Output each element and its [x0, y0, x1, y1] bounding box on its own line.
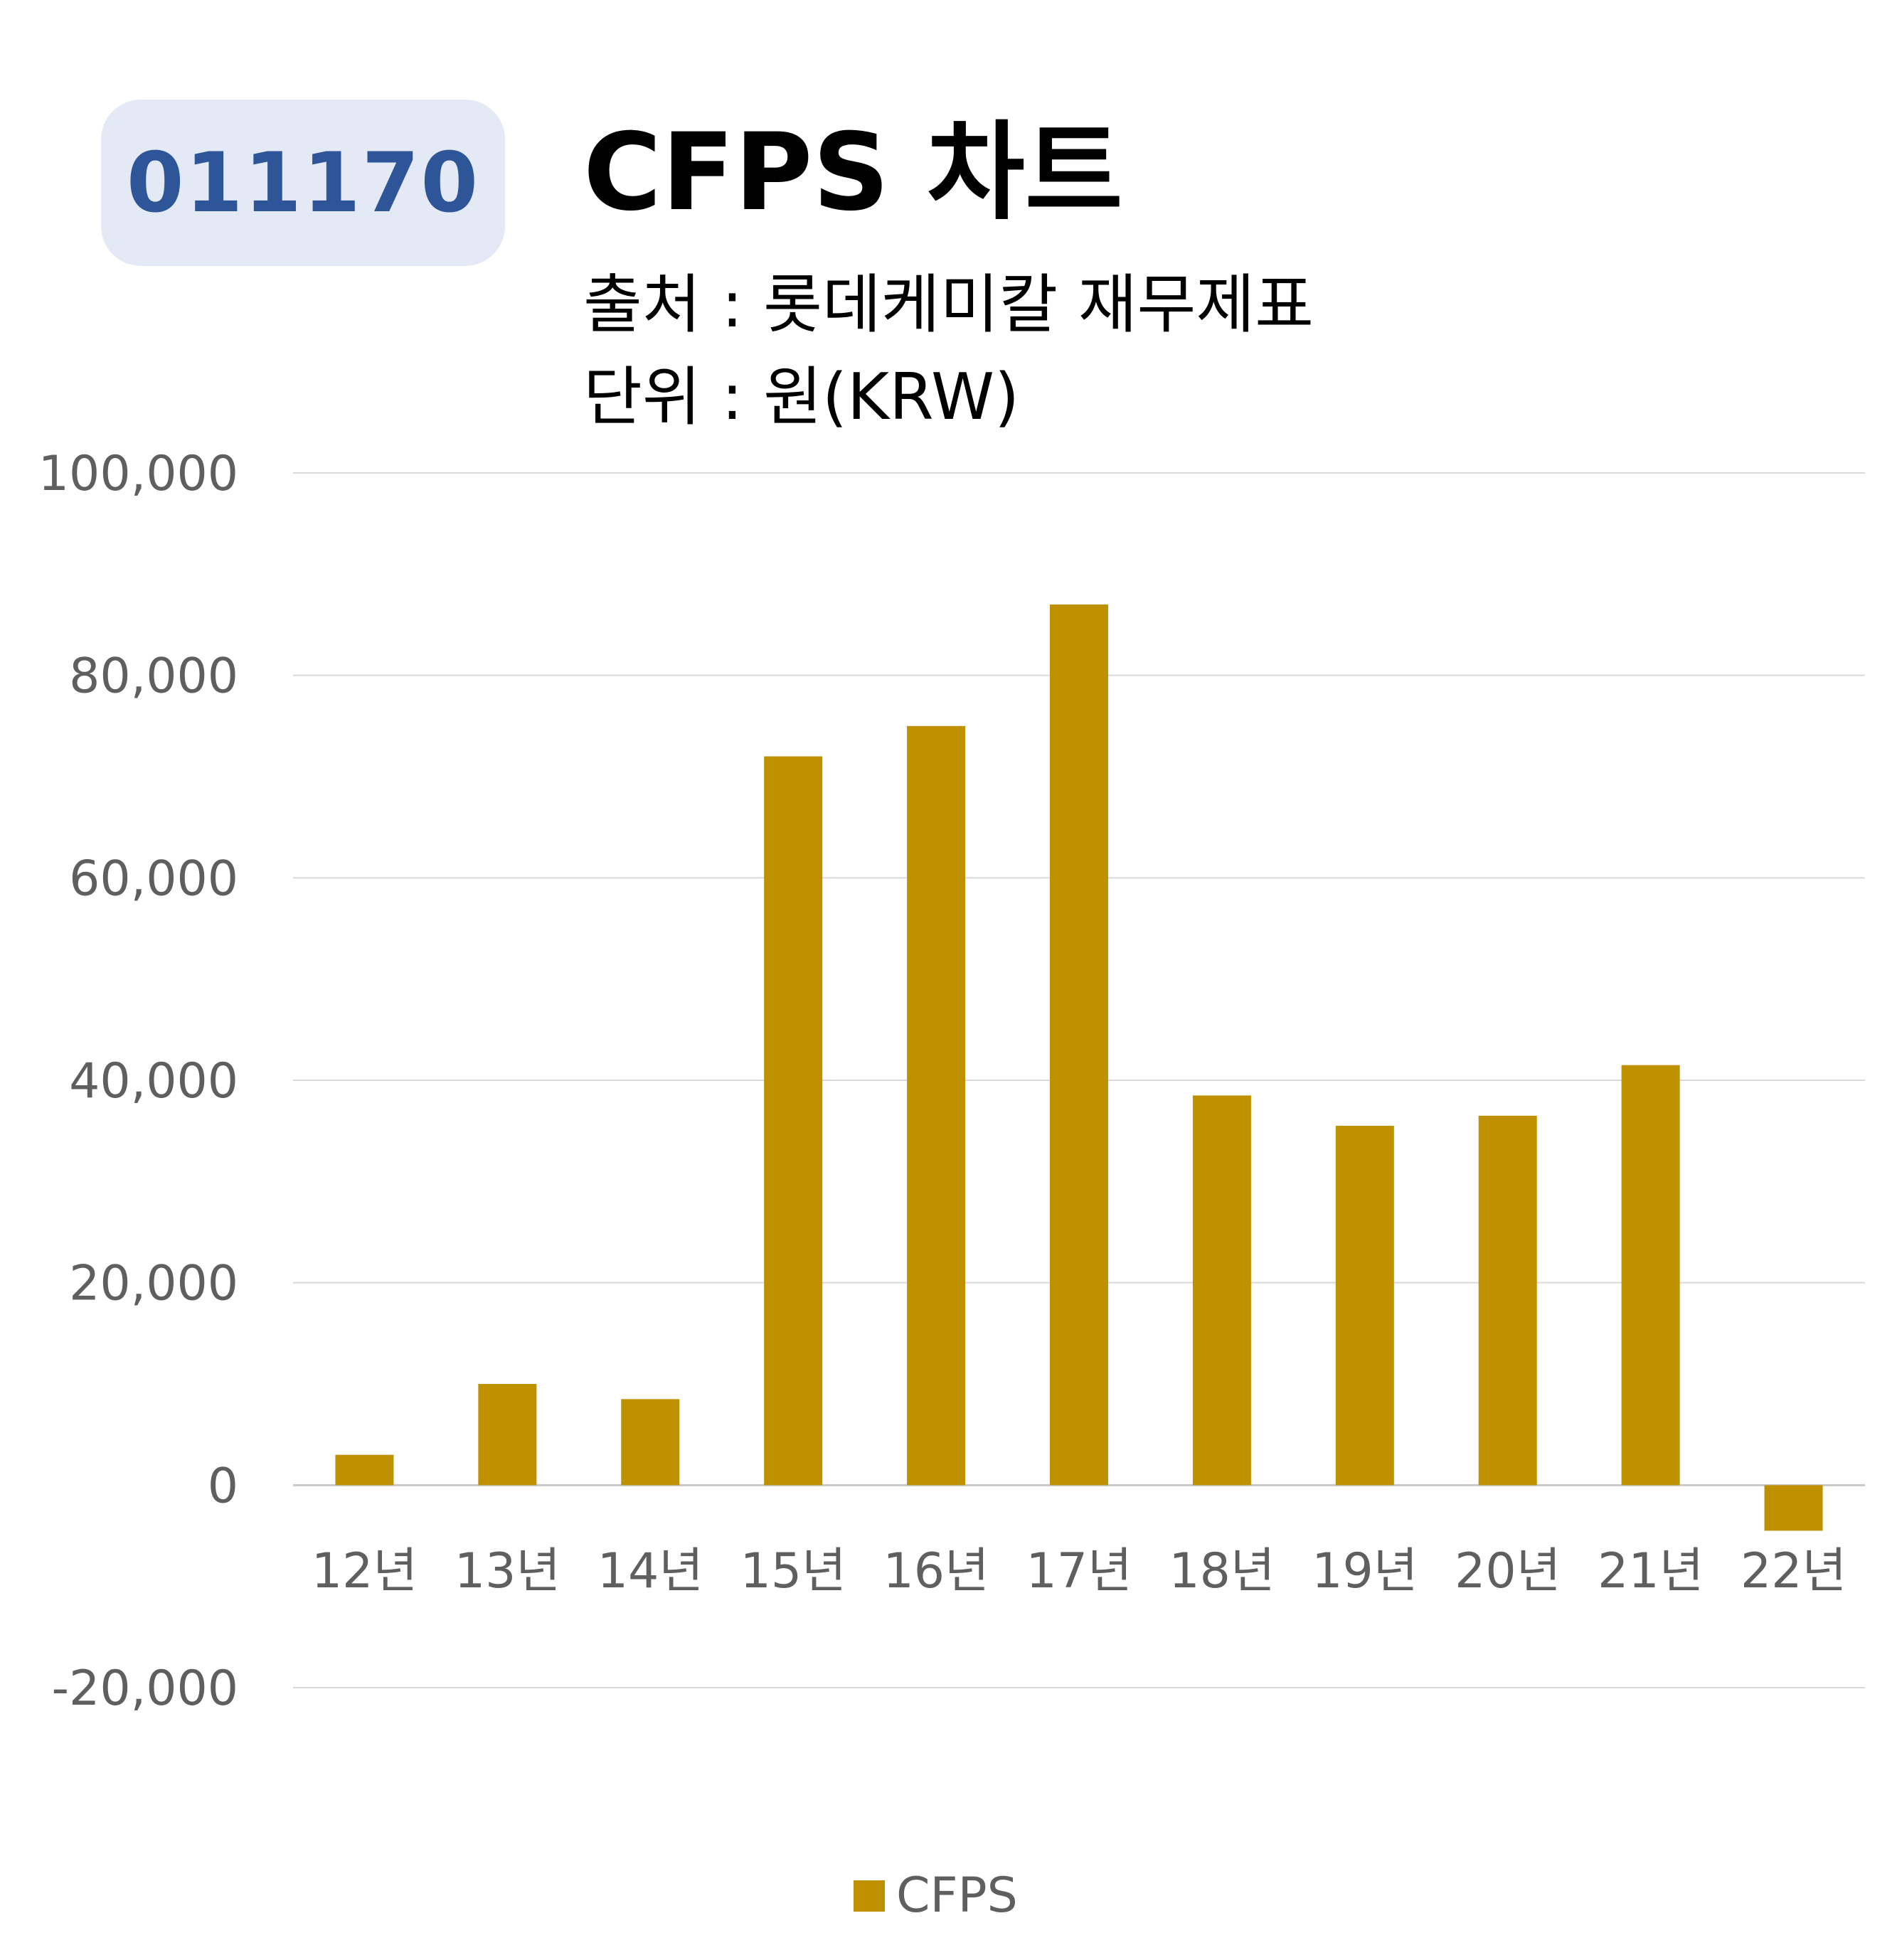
bar [335, 1454, 394, 1486]
y-tick-label: 40,000 [69, 1053, 238, 1109]
x-tick-label: 16년 [883, 1543, 989, 1599]
x-tick-label: 21년 [1598, 1543, 1704, 1599]
x-tick-label: 20년 [1455, 1543, 1561, 1599]
bar [907, 725, 966, 1486]
x-tick-label: 19년 [1312, 1543, 1418, 1599]
y-tick-label: 0 [208, 1458, 238, 1514]
x-tick-label: 18년 [1169, 1543, 1275, 1599]
x-tick-label: 13년 [455, 1543, 560, 1599]
x-tick-label: 17년 [1026, 1543, 1132, 1599]
bar [764, 756, 823, 1486]
bar [1335, 1126, 1394, 1486]
bar [478, 1384, 537, 1486]
legend-label-cfps: CFPS [896, 1868, 1018, 1924]
y-tick-label: 100,000 [38, 446, 238, 502]
bar [1478, 1115, 1537, 1486]
bar [1050, 604, 1108, 1486]
y-tick-label: -20,000 [52, 1661, 238, 1717]
ticker-code: 011170 [126, 134, 480, 231]
legend: CFPS [854, 1868, 1018, 1924]
x-tick-label: 14년 [597, 1543, 703, 1599]
x-tick-label: 22년 [1741, 1543, 1846, 1599]
x-tick-label: 12년 [312, 1543, 418, 1599]
source-note: 출처 : 롯데케미칼 재무제표 [583, 267, 1314, 342]
unit-note: 단위 : 원(KRW) [583, 360, 1020, 435]
bar [621, 1399, 680, 1486]
bar [1764, 1485, 1823, 1531]
legend-swatch-cfps [854, 1880, 885, 1912]
x-tick-label: 15년 [740, 1543, 846, 1599]
ticker-badge: 011170 [101, 100, 505, 266]
y-tick-label: 20,000 [69, 1256, 238, 1312]
bar [1192, 1095, 1251, 1486]
bar [1621, 1065, 1680, 1486]
y-tick-label: 80,000 [69, 649, 238, 705]
y-tick-label: 60,000 [69, 851, 238, 907]
chart-title: CFPS 차트 [583, 111, 1123, 235]
